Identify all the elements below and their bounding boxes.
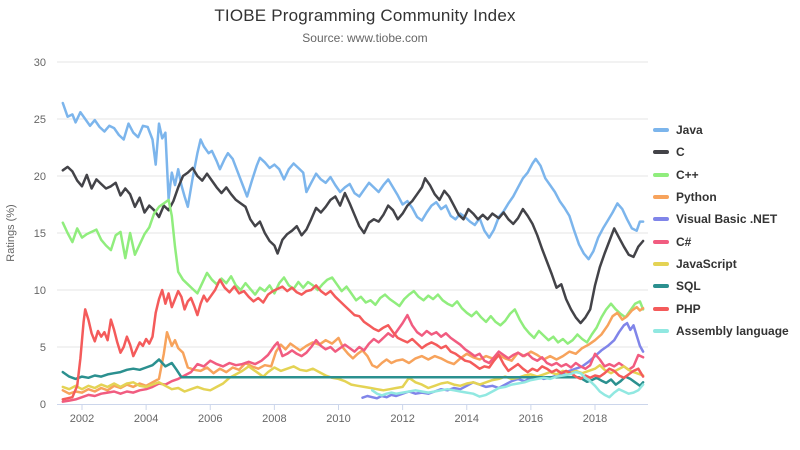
y-axis-title: Ratings (%) [5,204,17,261]
legend-label: C [676,145,685,160]
y-tick-label-0: 0 [40,399,46,411]
legend-label: SQL [676,279,701,294]
x-tick-label-2012: 2012 [390,413,414,425]
legend-item-sql[interactable]: SQL [653,275,789,297]
legend-label: Python [676,190,717,205]
x-tick-label-2016: 2016 [519,413,543,425]
x-tick-label-2006: 2006 [198,413,222,425]
x-tick-label-2010: 2010 [326,413,350,425]
legend-label: JavaScript [676,256,737,271]
legend-swatch-assembly-language [653,328,669,333]
legend-label: PHP [676,301,701,316]
legend-item-c[interactable]: C++ [653,164,789,186]
legend-label: C++ [676,167,699,182]
legend-item-javascript[interactable]: JavaScript [653,253,789,275]
legend-swatch-c [653,239,669,244]
y-tick-label-20: 20 [34,171,46,183]
y-tick-label-25: 25 [34,114,46,126]
legend-label: Assembly language [676,323,789,338]
y-tick-label-10: 10 [34,285,46,297]
axes: 0 5 10 15 20 25 30 2002 2004 2006 2008 2010 2012 2014… [34,57,648,425]
legend-item-php[interactable]: PHP [653,297,789,319]
x-tick-label-2018: 2018 [583,413,607,425]
legend-swatch-javascript [653,261,669,266]
chart-subtitle: Source: www.tiobe.com [302,31,428,45]
legend-swatch-c [653,150,669,155]
series-line-python[interactable] [61,305,645,395]
legend-label: C# [676,234,692,249]
series-lines [61,101,645,403]
series-line-c[interactable] [61,165,645,325]
legend: Java C C++ Python Visual Basic .NET C# JavaScr… [653,119,789,342]
series-line-assembly-language[interactable] [370,370,645,399]
legend-item-c[interactable]: C [653,141,789,163]
legend-item-visual-basic-net[interactable]: Visual Basic .NET [653,208,789,230]
chart-title: TIOBE Programming Community Index [214,6,516,25]
series-line-java[interactable] [61,101,645,261]
x-tick-label-2008: 2008 [262,413,286,425]
series-line-c[interactable] [61,198,645,345]
y-tick-label-5: 5 [40,342,46,354]
legend-swatch-visual-basic-net [653,217,669,222]
y-tick-label-30: 30 [34,57,46,69]
legend-item-java[interactable]: Java [653,119,789,141]
x-tick-label-2002: 2002 [70,413,94,425]
series-line-sql[interactable] [61,358,645,388]
legend-swatch-python [653,195,669,200]
series-line-javascript[interactable] [61,363,645,393]
legend-label: Visual Basic .NET [676,212,778,227]
legend-item-c[interactable]: C# [653,230,789,252]
legend-swatch-java [653,128,669,133]
legend-label: Java [676,123,703,138]
x-tick-label-2004: 2004 [134,413,158,425]
legend-item-python[interactable]: Python [653,186,789,208]
gridlines [57,61,648,348]
y-tick-label-15: 15 [34,228,46,240]
legend-swatch-php [653,306,669,311]
x-tick-label-2014: 2014 [455,413,479,425]
legend-swatch-sql [653,284,669,289]
legend-swatch-c [653,172,669,177]
legend-item-assembly-language[interactable]: Assembly language [653,320,789,342]
series-line-php[interactable] [61,278,645,401]
